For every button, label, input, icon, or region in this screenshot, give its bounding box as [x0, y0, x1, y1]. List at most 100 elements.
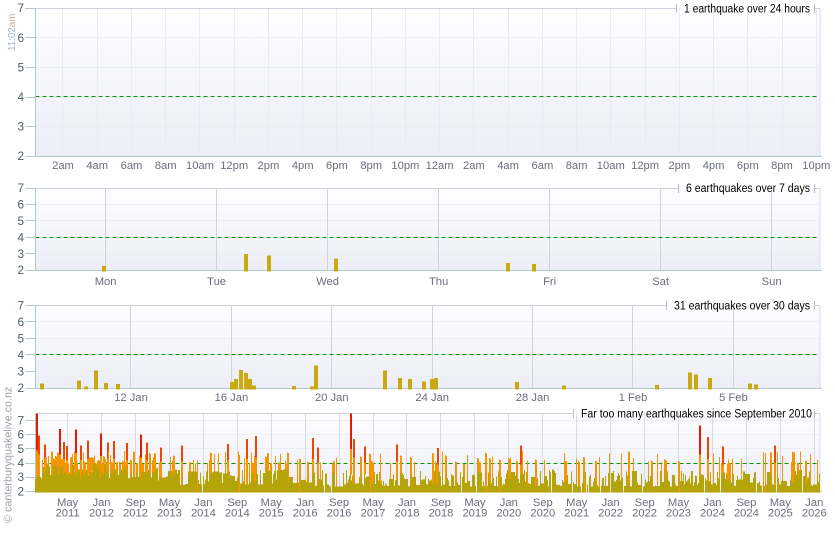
svg-text:May: May [261, 497, 283, 509]
svg-text:6pm: 6pm [326, 160, 348, 172]
svg-text:10pm: 10pm [391, 160, 419, 172]
svg-text:3: 3 [17, 247, 24, 261]
svg-text:2am: 2am [463, 160, 485, 172]
svg-text:May: May [566, 497, 588, 509]
svg-text:May: May [57, 497, 79, 509]
svg-text:2016: 2016 [293, 508, 318, 520]
svg-text:4: 4 [17, 456, 24, 470]
svg-text:Sat: Sat [652, 276, 670, 288]
svg-text:31 earthquakes over 30 days: 31 earthquakes over 30 days [674, 301, 810, 313]
svg-text:8am: 8am [155, 160, 177, 172]
svg-text:5: 5 [17, 60, 24, 74]
svg-text:3: 3 [17, 470, 24, 484]
svg-text:7: 7 [17, 298, 24, 312]
svg-text:2: 2 [17, 263, 24, 277]
svg-text:2018: 2018 [428, 508, 453, 520]
svg-text:2: 2 [17, 149, 24, 163]
svg-text:May: May [159, 497, 181, 509]
svg-text:2am: 2am [52, 160, 74, 172]
svg-text:6: 6 [17, 315, 24, 329]
svg-text:2018: 2018 [395, 508, 420, 520]
svg-text:2017: 2017 [361, 508, 386, 520]
svg-text:11:02am: 11:02am [7, 14, 18, 51]
svg-text:16 Jan: 16 Jan [215, 392, 249, 404]
svg-text:2014: 2014 [225, 508, 250, 520]
svg-text:8pm: 8pm [771, 160, 793, 172]
svg-text:12am: 12am [426, 160, 454, 172]
svg-text:Thu: Thu [429, 276, 448, 288]
svg-text:12 Jan: 12 Jan [114, 392, 148, 404]
svg-text:10pm: 10pm [802, 160, 830, 172]
svg-text:Mon: Mon [95, 276, 117, 288]
svg-text:May: May [770, 497, 792, 509]
svg-text:2014: 2014 [191, 508, 216, 520]
svg-text:Jan: Jan [500, 497, 518, 509]
svg-text:4pm: 4pm [703, 160, 725, 172]
svg-text:2016: 2016 [327, 508, 352, 520]
svg-text:2019: 2019 [462, 508, 487, 520]
svg-text:4am: 4am [497, 160, 519, 172]
svg-text:2: 2 [17, 381, 24, 395]
svg-text:2012: 2012 [89, 508, 114, 520]
svg-text:Jan: Jan [805, 497, 823, 509]
svg-text:Far too many earthquakes since: Far too many earthquakes since September… [581, 408, 812, 420]
svg-text:Jan: Jan [296, 497, 314, 509]
svg-text:3: 3 [17, 120, 24, 134]
svg-text:Sep: Sep [126, 497, 146, 509]
svg-text:Sep: Sep [736, 497, 756, 509]
svg-text:24 Jan: 24 Jan [415, 392, 449, 404]
svg-text:7: 7 [17, 181, 24, 195]
svg-text:4: 4 [17, 90, 24, 104]
svg-text:2011: 2011 [56, 508, 80, 520]
svg-text:1 earthquake over 24 hours: 1 earthquake over 24 hours [684, 3, 810, 15]
svg-text:2022: 2022 [632, 508, 657, 520]
svg-text:May: May [668, 497, 690, 509]
svg-text:Sep: Sep [533, 497, 553, 509]
svg-text:7: 7 [17, 414, 24, 428]
svg-text:Sep: Sep [227, 497, 247, 509]
svg-text:Tue: Tue [207, 276, 226, 288]
svg-text:5: 5 [17, 214, 24, 228]
svg-text:Jan: Jan [398, 497, 416, 509]
svg-text:6pm: 6pm [737, 160, 759, 172]
svg-text:6 earthquakes over 7 days: 6 earthquakes over 7 days [686, 183, 810, 195]
svg-text:2022: 2022 [598, 508, 623, 520]
svg-text:Sun: Sun [762, 276, 782, 288]
svg-text:7: 7 [17, 1, 24, 15]
svg-text:12pm: 12pm [631, 160, 659, 172]
svg-text:6am: 6am [532, 160, 554, 172]
svg-text:4: 4 [17, 348, 24, 362]
svg-text:2: 2 [17, 484, 24, 498]
svg-text:May: May [363, 497, 385, 509]
svg-text:6: 6 [17, 197, 24, 211]
svg-text:Jan: Jan [703, 497, 721, 509]
svg-text:2025: 2025 [768, 508, 793, 520]
svg-text:2023: 2023 [666, 508, 691, 520]
svg-text:5: 5 [17, 331, 24, 345]
svg-text:12pm: 12pm [220, 160, 248, 172]
svg-text:2pm: 2pm [668, 160, 690, 172]
svg-text:Sep: Sep [635, 497, 655, 509]
svg-text:Wed: Wed [316, 276, 339, 288]
svg-text:2024: 2024 [700, 508, 725, 520]
svg-text:2013: 2013 [157, 508, 182, 520]
svg-text:10am: 10am [597, 160, 625, 172]
svg-text:3: 3 [17, 365, 24, 379]
svg-text:2026: 2026 [802, 508, 827, 520]
svg-text:8am: 8am [566, 160, 588, 172]
svg-text:10am: 10am [186, 160, 214, 172]
svg-text:6am: 6am [121, 160, 143, 172]
svg-text:Jan: Jan [602, 497, 620, 509]
svg-text:2pm: 2pm [258, 160, 280, 172]
svg-text:8pm: 8pm [360, 160, 382, 172]
svg-text:Sep: Sep [329, 497, 349, 509]
svg-text:4pm: 4pm [292, 160, 314, 172]
svg-text:5: 5 [17, 442, 24, 456]
svg-text:Jan: Jan [194, 497, 212, 509]
svg-text:2020: 2020 [530, 508, 555, 520]
svg-text:Fri: Fri [543, 276, 556, 288]
svg-text:28 Jan: 28 Jan [516, 392, 550, 404]
svg-text:6: 6 [17, 31, 24, 45]
svg-text:2012: 2012 [123, 508, 148, 520]
svg-text:4: 4 [17, 230, 24, 244]
